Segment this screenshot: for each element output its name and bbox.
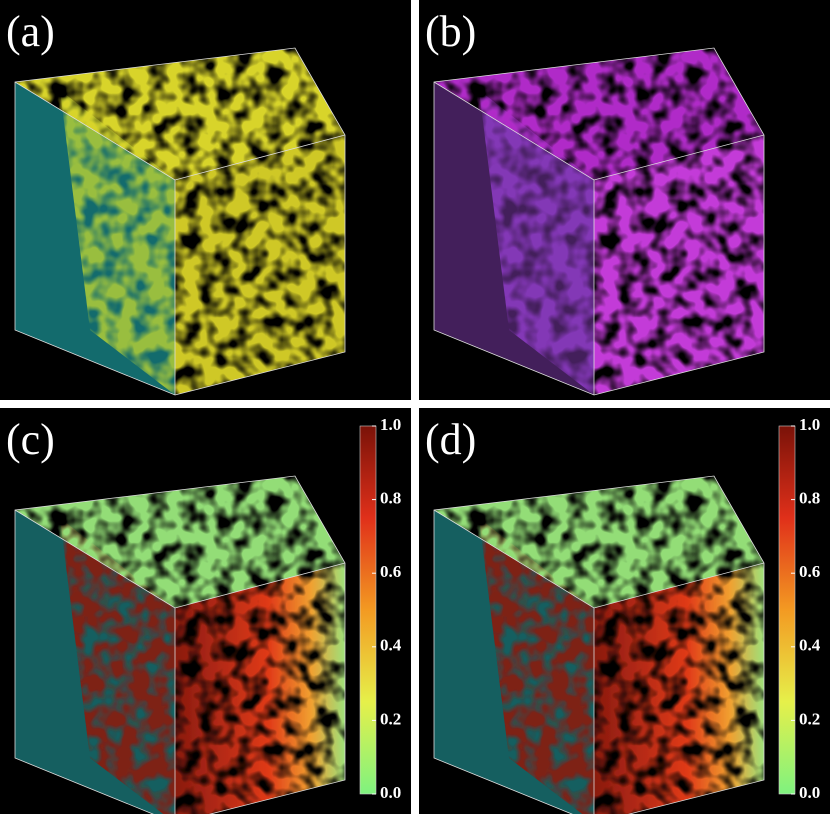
colorbar-tick-label: 0.4 [380,636,402,655]
cube-top [15,48,345,180]
colorbar-tick-label: 1.0 [380,415,401,434]
colorbar-tick-label: 0.8 [380,489,401,508]
panel: (b) [419,0,830,400]
cube-front [175,563,345,814]
cube-interior [60,90,175,395]
cube-render [14,475,346,814]
colorbar-tick-label: 0.6 [799,562,820,581]
panel-label: (c) [6,415,55,464]
colorbar-tick-label: 0.8 [799,489,820,508]
panel: (d) 1.0 0.8 0.6 0.4 0.2 0.0 [419,408,830,814]
cube-frame [14,47,346,396]
cube-top [434,48,764,180]
cube-front [175,135,345,395]
colorbar-tick-label: 0.2 [380,709,401,728]
cube-front [594,135,764,395]
panel: (a) [0,0,411,400]
panel-label: (d) [425,415,476,464]
cube-front [594,563,764,814]
colorbar-tick-label: 0.0 [799,783,820,802]
colorbar-tick-label: 0.0 [380,783,401,802]
cube-frame [433,47,765,396]
panel: (c) 1.0 0.8 0.6 0.4 0.2 0.0 [0,408,411,814]
panel-label: (b) [425,7,476,56]
cube-interior [479,518,594,814]
colorbar-tick-label: 0.2 [799,709,820,728]
cube-render [14,47,346,396]
colorbar-tick-label: 0.4 [799,636,821,655]
cube-render [433,47,765,396]
cube-frame [14,475,346,814]
cube-top [15,476,345,608]
panel-label: (a) [6,7,55,56]
colorbar [778,425,796,795]
colorbar-tick-label: 0.6 [380,562,401,581]
colorbar [359,425,377,795]
cube-render [433,475,765,814]
cube-interior [60,518,175,814]
cube-top [434,476,764,608]
colorbar-tick-label: 1.0 [799,415,820,434]
cube-frame [433,475,765,814]
cube-interior [479,90,594,395]
